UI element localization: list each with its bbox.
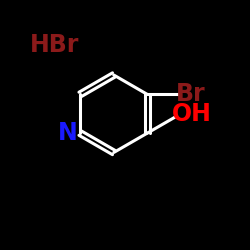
Text: Br: Br bbox=[176, 82, 206, 106]
Text: OH: OH bbox=[172, 102, 212, 126]
Text: HBr: HBr bbox=[30, 33, 80, 57]
Text: N: N bbox=[58, 121, 78, 145]
